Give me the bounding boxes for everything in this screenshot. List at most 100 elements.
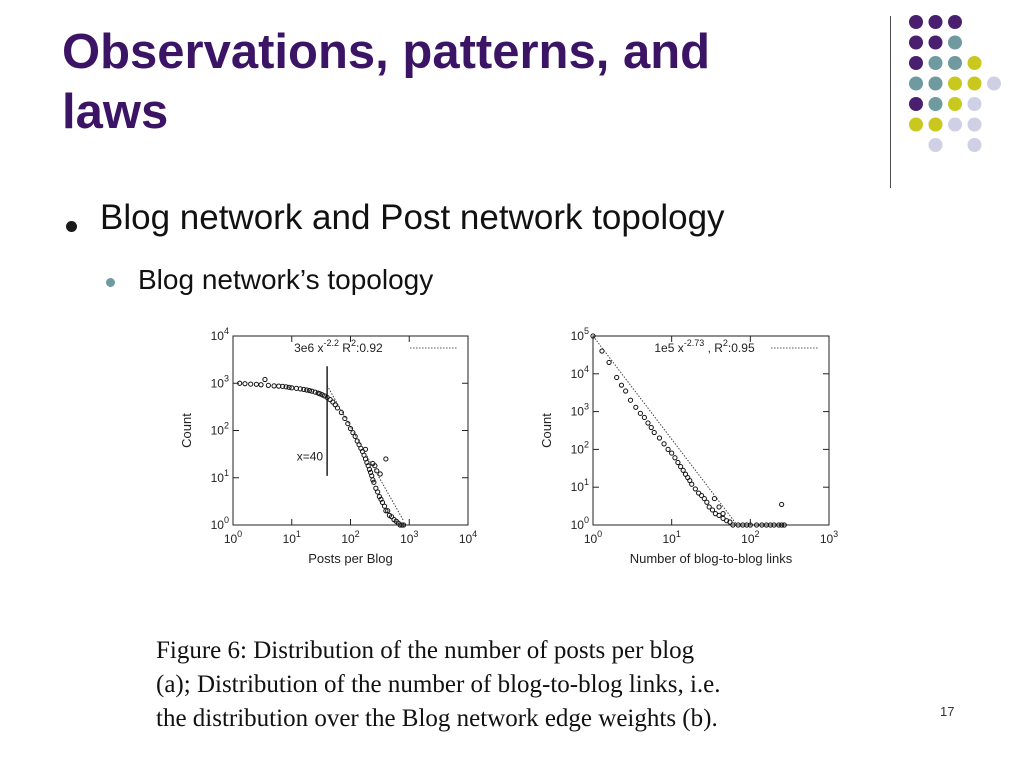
caption-line: (a); Distribution of the number of blog-… <box>156 671 721 698</box>
y-tick-label: 100 <box>211 515 229 532</box>
x-tick-label: 100 <box>224 529 242 546</box>
data-point <box>706 504 712 510</box>
chart-posts-per-blog: 100 101 102 103 104 100 101 102 103 104 Posts per … <box>179 326 477 566</box>
figure-caption: Figure 6: Distribution of the number of … <box>156 634 876 736</box>
decor-dot <box>948 76 962 91</box>
data-point <box>304 387 310 393</box>
data-point <box>651 429 657 436</box>
data-point <box>385 508 391 514</box>
y-tick-label: 103 <box>211 373 229 390</box>
data-point <box>623 388 629 394</box>
data-point <box>779 501 785 508</box>
chart-blog-to-blog-links: 100 101 102 103 100 101 102 103 104 105 Number of … <box>539 326 838 566</box>
decor-dot <box>948 35 962 50</box>
data-point <box>374 468 380 474</box>
data-point <box>327 397 333 403</box>
decor-dot <box>928 35 943 50</box>
data-point <box>720 511 726 517</box>
y-tick-label: 102 <box>211 421 229 438</box>
decor-dot <box>909 35 923 50</box>
decorative-dot-grid <box>909 15 1001 152</box>
data-point <box>720 515 726 521</box>
data-point <box>301 386 307 393</box>
data-point <box>711 495 718 502</box>
legend-label: 3e6 x-2.2 R2:0.92 <box>294 338 383 355</box>
data-point <box>661 441 667 447</box>
data-point <box>618 382 625 388</box>
data-point <box>371 479 377 485</box>
decor-dot <box>928 15 943 29</box>
x-tick-label: 103 <box>400 529 418 546</box>
data-point <box>656 435 663 441</box>
data-point <box>747 522 753 528</box>
decor-dot <box>928 117 943 132</box>
decor-dot <box>928 97 943 111</box>
data-point <box>352 433 358 440</box>
data-point <box>309 388 315 394</box>
decor-dot <box>928 76 943 91</box>
decor-dot <box>948 117 962 132</box>
data-point <box>262 376 268 383</box>
data-point <box>362 446 369 452</box>
data-point <box>669 450 675 456</box>
data-point <box>379 499 386 506</box>
decor-dot <box>967 76 982 91</box>
decor-dot <box>909 56 923 70</box>
data-point <box>347 425 354 432</box>
data-point <box>744 522 750 528</box>
x-tick-label: 102 <box>341 529 359 546</box>
data-point <box>599 348 605 354</box>
x-axis-label: Posts per Blog <box>308 551 393 566</box>
y-tick-label: 102 <box>571 439 589 456</box>
data-point <box>280 383 286 389</box>
data-point <box>590 333 596 339</box>
data-point <box>680 467 686 473</box>
fit-line <box>326 385 404 521</box>
cutoff-annotation: x=40 <box>297 450 324 464</box>
data-point <box>397 522 403 528</box>
data-point <box>675 459 681 466</box>
data-point <box>399 522 405 528</box>
data-point <box>375 489 381 495</box>
decor-dot <box>948 56 962 70</box>
decor-dot <box>909 76 923 91</box>
data-point <box>627 397 634 403</box>
bullet-dot-icon <box>66 221 77 232</box>
data-point <box>779 522 785 528</box>
data-point <box>370 477 376 483</box>
decorative-divider <box>890 16 891 188</box>
data-point <box>370 460 376 467</box>
data-point <box>709 507 716 513</box>
y-axis-label: Count <box>539 413 554 448</box>
data-point <box>781 522 787 528</box>
data-point <box>253 381 259 387</box>
data-point <box>297 386 303 392</box>
plot-frame <box>592 335 830 526</box>
x-tick-label: 101 <box>662 529 680 546</box>
data-point <box>648 424 654 431</box>
x-tick-label: 102 <box>741 529 759 546</box>
data-point <box>317 391 323 397</box>
data-point <box>242 381 248 387</box>
data-point <box>716 504 722 510</box>
data-point <box>606 359 612 366</box>
y-tick-label: 103 <box>571 402 589 419</box>
data-point <box>400 522 407 528</box>
decor-dot <box>967 138 982 152</box>
data-point <box>727 519 733 525</box>
data-point <box>306 387 313 394</box>
data-point <box>364 459 370 466</box>
data-point <box>248 381 254 387</box>
data-point <box>637 410 643 416</box>
data-point <box>771 522 777 528</box>
decor-dot <box>967 56 982 70</box>
y-tick-label: 105 <box>571 326 589 343</box>
slide-title: Observations, patterns, and laws <box>62 22 842 142</box>
data-point <box>383 456 389 462</box>
data-point <box>767 522 774 528</box>
data-point <box>753 522 760 528</box>
decor-dot <box>909 15 923 29</box>
data-point <box>689 481 695 487</box>
data-point <box>692 486 698 492</box>
data-point <box>696 490 702 496</box>
